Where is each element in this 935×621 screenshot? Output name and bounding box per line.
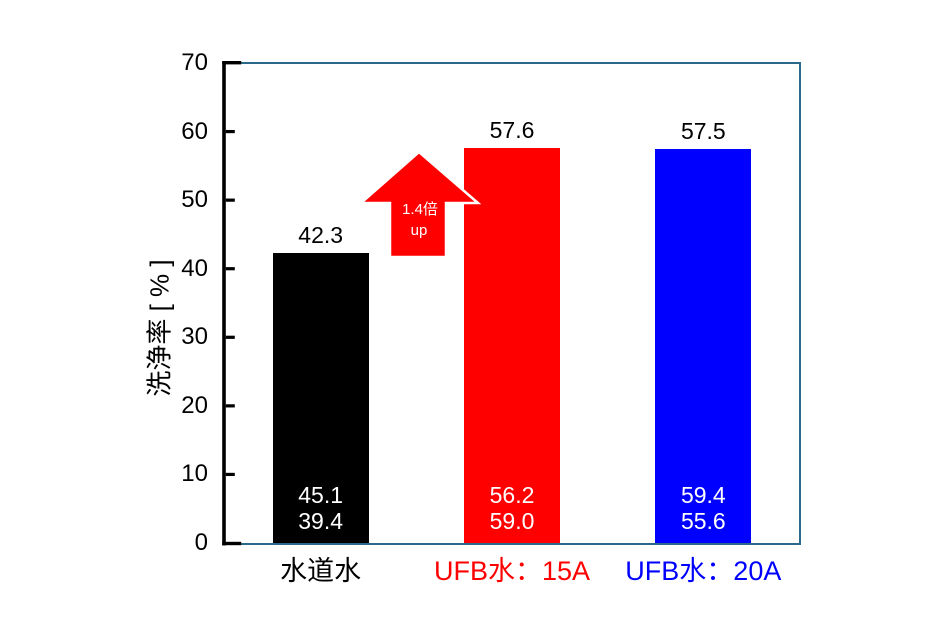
bar-value-label: 57.5 <box>680 117 726 144</box>
inner-value-line: 59.0 <box>489 507 535 534</box>
inner-value-line: 45.1 <box>298 481 344 508</box>
bar-value-label: 57.6 <box>489 117 535 144</box>
y-tick-label: 20 <box>181 391 208 419</box>
y-tick-label: 10 <box>181 460 208 488</box>
inner-value-line: 59.4 <box>680 481 726 508</box>
x-category-label: 水道水 <box>280 556 362 586</box>
bar-1: 45.1 39.4 <box>272 252 369 543</box>
y-tick-label: 70 <box>181 49 208 76</box>
bar-3: 59.4 55.6 <box>655 148 752 543</box>
bar-2: 56.2 59.0 <box>464 148 560 543</box>
bar-inner-values: 45.1 39.4 <box>273 482 369 534</box>
bar-inner-values: 56.2 59.0 <box>464 482 560 534</box>
y-tick-label: 30 <box>181 323 208 351</box>
y-tick-label: 0 <box>194 529 208 556</box>
x-category-label: UFB水：15A <box>433 556 591 586</box>
inner-value-line: 55.6 <box>680 507 726 534</box>
bar-inner-values: 59.4 55.6 <box>655 482 751 534</box>
y-tick-label: 50 <box>181 186 208 214</box>
inner-value-line: 56.2 <box>489 481 535 508</box>
x-category-label: UFB水：20A <box>625 556 782 586</box>
y-tick-label: 40 <box>181 254 208 282</box>
y-tick-label: 60 <box>181 117 208 145</box>
inner-value-line: 39.4 <box>298 507 344 534</box>
bar-value-label: 42.3 <box>298 221 344 248</box>
